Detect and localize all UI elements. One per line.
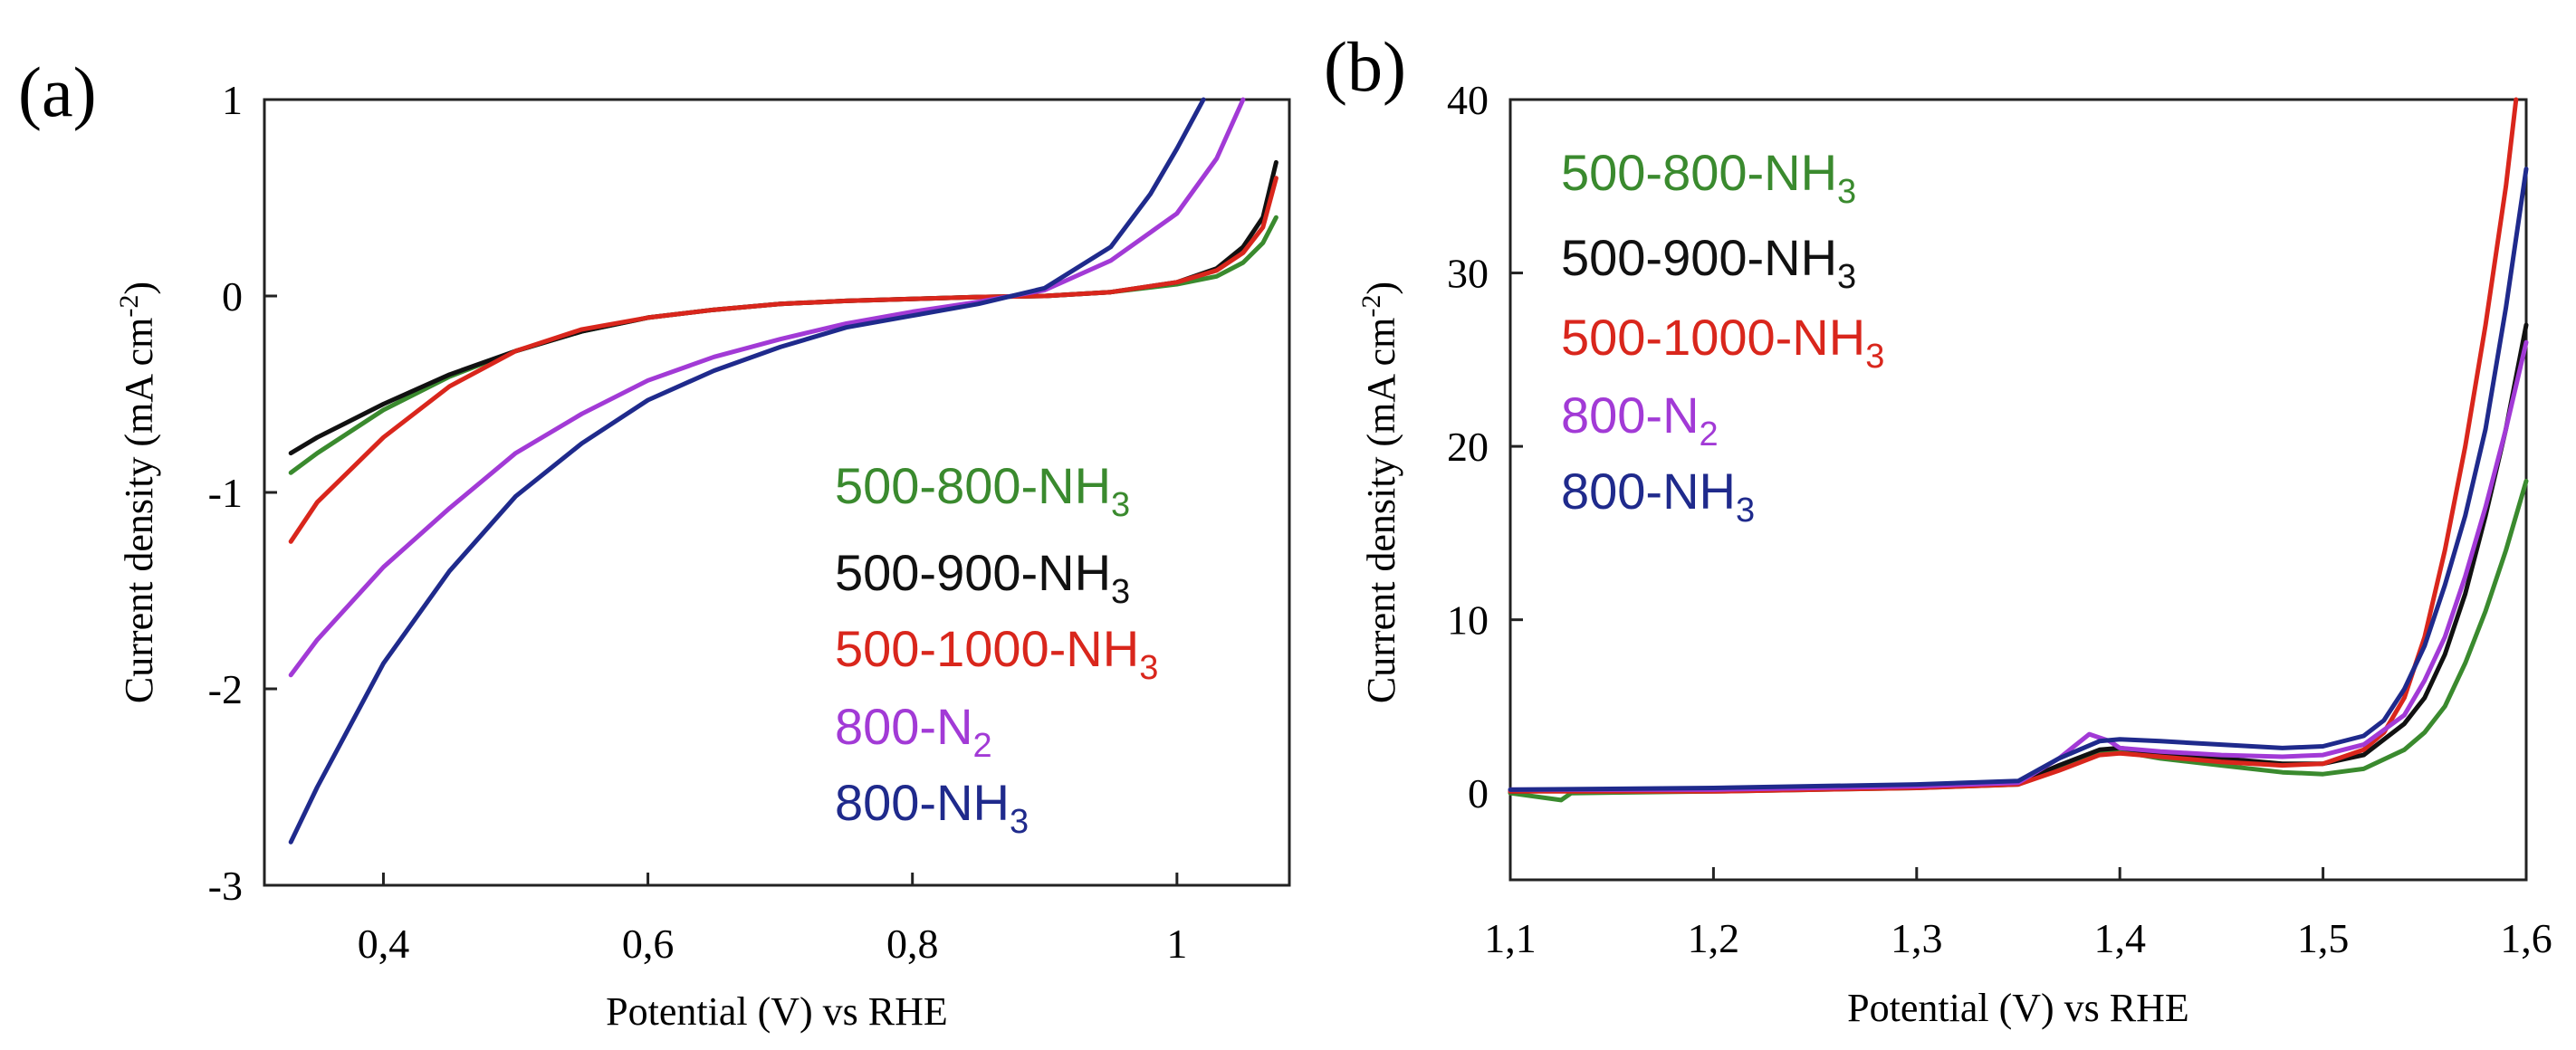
y-tick-label: 10 [1447,597,1489,644]
panel-a-y-axis-label: Current density (mA cm-2) [114,282,161,703]
series-line-800-nh3 [288,97,1206,845]
x-tick-label: 1,3 [1891,915,1943,961]
panel-b-legend: 500-800-NH3 500-900-NH3 500-1000-NH3 800… [1561,144,1884,530]
legend-subscript: 3 [1837,258,1856,296]
legend-label: 500-1000-NH [1561,309,1865,366]
legend-subscript: 3 [1139,649,1158,687]
y-tick-label: 0 [1468,770,1489,816]
series-line-500-800-nh3 [1508,478,2529,803]
x-tick-label: 1,1 [1484,915,1537,961]
legend-subscript: 3 [1736,492,1755,530]
x-tick-label: 0,4 [358,921,410,967]
y-tick-label: 30 [1447,251,1489,297]
panel-b: (b) 1,1 1,2 1,3 1,4 1,5 1,6 40 30 20 10 0 Potenti… [1324,27,2552,1030]
x-tick-label: 0,8 [886,921,939,967]
panel-a-ticks [264,98,1179,887]
panel-a: (a) 0,4 0,6 0,8 1 1 0 -1 -2 -3 Potential (V) vs… [18,52,1291,1034]
panel-a-y-axis-label-sup: -2 [114,295,144,318]
panel-b-y-axis-label-end: ) [1359,282,1403,295]
panel-b-x-tick-labels: 1,1 1,2 1,3 1,4 1,5 1,6 [1484,915,2552,961]
x-tick-label: 1 [1166,921,1187,967]
legend-subscript: 3 [1837,173,1856,211]
panel-a-legend-entry-800-nh3: 800-NH3 [835,774,1029,841]
y-tick-label: -1 [208,470,243,516]
panel-b-series [1508,97,2529,803]
panel-a-letter: (a) [18,52,97,131]
x-tick-label: 0,6 [622,921,675,967]
legend-label: 500-1000-NH [835,620,1139,677]
panel-a-x-tick-labels: 0,4 0,6 0,8 1 [358,921,1188,967]
legend-label: 500-900-NH [835,544,1111,601]
series-line-500-900-nh3 [288,159,1278,456]
panel-b-letter: (b) [1324,27,1406,106]
y-tick-label: 0 [222,273,243,320]
legend-label: 800-N [1561,387,1700,444]
panel-a-legend-entry-500-1000: 500-1000-NH3 [835,620,1158,687]
y-tick-label: 20 [1447,424,1489,470]
y-tick-label: -3 [208,863,243,909]
panel-b-legend-entry-800-n2: 800-N2 [1561,387,1719,453]
legend-label: 500-800-NH [835,457,1111,514]
legend-subscript: 2 [1700,415,1719,453]
x-tick-label: 1,4 [2093,915,2146,961]
panel-a-y-axis-label-text: Current density (mA cm [117,318,161,704]
panel-a-legend-entry-500-800: 500-800-NH3 [835,457,1130,524]
panel-a-x-axis-label: Potential (V) vs RHE [606,989,948,1034]
panel-a-y-axis-label-end: ) [117,282,161,295]
panel-b-y-axis-label: Current density (mA cm-2) [1356,282,1403,703]
y-tick-label: 40 [1447,77,1489,123]
x-tick-label: 1,6 [2500,915,2552,961]
panel-b-x-axis-label: Potential (V) vs RHE [1847,986,2189,1030]
series-line-800-nh3 [1508,167,2529,792]
panel-b-y-axis-label-sup: -2 [1356,295,1386,318]
y-tick-label: 1 [222,77,243,123]
x-tick-label: 1,5 [2297,915,2350,961]
legend-subscript: 3 [1865,338,1884,376]
panel-a-legend: 500-800-NH3 500-900-NH3 500-1000-NH3 800… [835,457,1158,841]
panel-a-legend-entry-800-n2: 800-N2 [835,698,992,765]
legend-label: 500-800-NH [1561,144,1837,201]
legend-label: 500-900-NH [1561,229,1837,286]
panel-b-legend-entry-500-1000: 500-1000-NH3 [1561,309,1884,376]
panel-b-plot-frame [1508,98,2528,882]
panel-b-legend-entry-800-nh3: 800-NH3 [1561,463,1755,530]
panel-a-legend-entry-500-900: 500-900-NH3 [835,544,1130,611]
series-line-500-1000-nh3 [1508,97,2519,794]
legend-subscript: 3 [1010,803,1029,841]
legend-subscript: 3 [1111,486,1130,524]
panel-b-legend-entry-500-900: 500-900-NH3 [1561,229,1856,296]
panel-a-series [288,97,1278,845]
legend-label: 800-NH [1561,463,1736,520]
panel-a-y-tick-labels: 1 0 -1 -2 -3 [208,77,243,909]
series-line-800-n2 [288,97,1246,678]
legend-subscript: 2 [973,727,992,765]
x-tick-label: 1,2 [1688,915,1740,961]
legend-subscript: 3 [1111,573,1130,611]
legend-label: 800-NH [835,774,1010,831]
panel-b-legend-entry-500-800: 500-800-NH3 [1561,144,1856,211]
legend-label: 800-N [835,698,973,755]
series-line-500-1000-nh3 [288,176,1278,544]
y-tick-label: -2 [208,666,243,712]
panel-b-y-axis-label-text: Current density (mA cm [1359,318,1403,704]
panel-b-y-tick-labels: 40 30 20 10 0 [1447,77,1489,816]
